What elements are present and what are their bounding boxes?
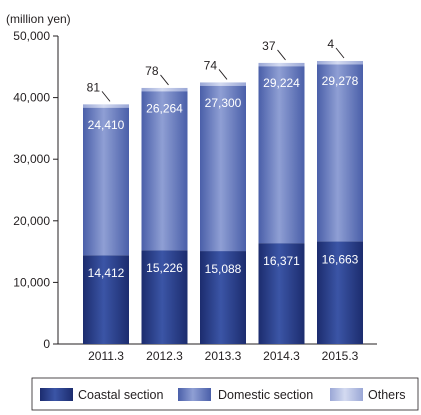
data-label: 74	[204, 58, 218, 72]
leader-line	[335, 47, 345, 59]
bar-segment	[83, 104, 129, 256]
bar-segment	[317, 241, 363, 344]
bar-segment	[200, 82, 246, 252]
bar-segment	[141, 250, 188, 344]
bar-segment	[317, 61, 363, 242]
bar-segment	[200, 251, 246, 344]
legend-swatch	[40, 388, 73, 401]
data-label: 26,264	[146, 101, 183, 115]
y-tick-label: 10,000	[13, 275, 50, 289]
bar-segment	[141, 87, 188, 92]
leader-line	[277, 49, 286, 61]
data-label: 15,088	[205, 262, 242, 276]
y-tick-label: 30,000	[13, 152, 50, 166]
legend: Coastal section Domestic section Others	[31, 377, 419, 411]
y-axis-ticks: 0 10,000 20,000 30,000 40,000 50,000	[13, 29, 58, 351]
bar-segment	[317, 60, 363, 65]
legend-swatch	[178, 388, 211, 401]
bar-segment	[200, 82, 246, 86]
y-tick-label: 40,000	[13, 91, 50, 105]
bar-segment	[83, 255, 129, 344]
data-label: 4	[327, 37, 334, 51]
y-tick-label: 50,000	[13, 29, 50, 43]
data-label: 15,226	[146, 261, 183, 275]
x-tick-label: 2015.3	[322, 349, 359, 363]
x-axis-ticks: 2011.3 2012.3 2013.3 2014.3 2015.3	[88, 349, 359, 363]
leader-line	[101, 91, 111, 102]
bar-segment	[258, 62, 305, 67]
leader-line	[160, 74, 169, 86]
bar-segment	[258, 243, 305, 344]
data-label: 24,410	[88, 118, 125, 132]
legend-swatch	[330, 388, 363, 401]
legend-label: Domestic section	[218, 388, 313, 402]
bar-segment	[141, 88, 188, 251]
unit-label: (million yen)	[6, 12, 71, 26]
x-tick-label: 2011.3	[88, 349, 124, 363]
legend-label: Others	[368, 388, 406, 402]
data-label: 81	[87, 80, 101, 94]
x-tick-label: 2012.3	[146, 349, 183, 363]
data-label: 29,224	[263, 76, 300, 90]
data-label: 14,412	[88, 266, 125, 280]
x-tick-label: 2013.3	[205, 349, 242, 363]
x-tick-label: 2014.3	[263, 349, 300, 363]
leader-line	[218, 69, 228, 80]
y-tick-label: 20,000	[13, 214, 50, 228]
y-tick-label: 0	[43, 337, 50, 351]
data-label: 27,300	[205, 96, 242, 110]
data-label: 16,371	[263, 254, 300, 268]
data-label: 29,278	[322, 74, 359, 88]
data-label: 37	[262, 39, 276, 53]
legend-label: Coastal section	[78, 388, 164, 402]
data-label: 78	[145, 64, 159, 78]
bar-segment	[83, 104, 129, 108]
bars: 14,412 24,410 81 15,226 26,264 78 15,088 27,300…	[83, 37, 363, 344]
data-label: 16,663	[322, 252, 359, 266]
bar-segment	[258, 63, 305, 244]
